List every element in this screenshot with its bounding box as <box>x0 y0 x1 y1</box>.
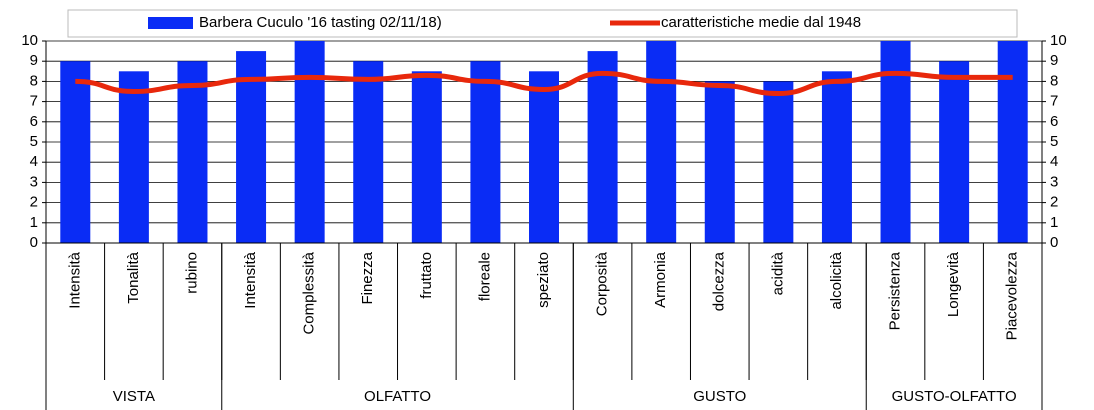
y2-tick-label: 3 <box>1050 173 1058 190</box>
y-tick-label: 1 <box>30 214 38 231</box>
y-tick-label: 5 <box>30 133 38 150</box>
bar <box>294 41 325 243</box>
y-tick-label: 2 <box>30 194 38 211</box>
y2-tick-label: 9 <box>1050 52 1058 69</box>
y2-tick-label: 7 <box>1050 93 1058 110</box>
x-tick-label: Finezza <box>359 251 376 304</box>
y2-tick-label: 0 <box>1050 234 1058 251</box>
bar <box>939 61 970 244</box>
x-tick-label: Persistenza <box>886 251 903 330</box>
line <box>75 70 1013 97</box>
group-label: GUSTO-OLFATTO <box>892 388 1017 405</box>
bar <box>60 61 91 244</box>
x-tick-label: Tonalità <box>125 251 142 303</box>
y2-tick-label: 1 <box>1050 214 1058 231</box>
y-tick-label: 3 <box>30 173 38 190</box>
y-tick-label: 4 <box>30 153 38 170</box>
y2-tick-label: 2 <box>1050 194 1058 211</box>
legend-label: Barbera Cuculo '16 tasting 02/11/18) <box>199 14 442 31</box>
x-tick-label: Longevità <box>945 251 962 317</box>
y2-tick-label: 8 <box>1050 72 1058 89</box>
x-tick-label: Intensità <box>66 251 83 308</box>
x-tick-label: acidità <box>769 251 786 295</box>
bar <box>704 81 735 244</box>
bar <box>118 71 149 243</box>
y2-tick-label: 10 <box>1050 32 1067 49</box>
bar <box>646 41 677 243</box>
y2-tick-label: 4 <box>1050 153 1058 170</box>
bar <box>587 51 618 243</box>
bar <box>411 71 442 243</box>
bar <box>353 61 384 244</box>
bar <box>529 71 559 243</box>
bar <box>997 41 1028 243</box>
y-tick-label: 0 <box>30 234 38 251</box>
bar <box>763 81 794 244</box>
legend-swatch <box>148 17 193 29</box>
x-tick-label: rubino <box>183 252 200 294</box>
y-tick-label: 10 <box>21 32 38 49</box>
x-tick-label: alcolicità <box>828 251 845 309</box>
x-tick-label: Complessità <box>301 251 318 334</box>
group-label: GUSTO <box>693 388 746 405</box>
x-tick-label: speziato <box>535 252 552 308</box>
x-tick-label: Corposità <box>594 251 611 316</box>
bar <box>470 61 501 244</box>
bar <box>177 61 208 244</box>
x-tick-label: Intensità <box>242 251 259 308</box>
x-tick-label: dolcezza <box>711 251 728 311</box>
legend-box <box>67 9 1018 38</box>
bar <box>236 51 267 243</box>
legend-label: caratteristiche medie dal 1948 <box>661 14 861 31</box>
y2-tick-label: 6 <box>1050 113 1058 130</box>
x-tick-label: fruttato <box>418 252 435 299</box>
x-tick-label: floreale <box>476 252 493 301</box>
y-tick-label: 7 <box>30 93 38 110</box>
group-label: OLFATTO <box>364 388 431 405</box>
x-tick-label: Armonia <box>652 251 669 308</box>
x-tick-label: Piacevolezza <box>1004 251 1021 340</box>
group-label: VISTA <box>113 388 155 405</box>
y-tick-label: 8 <box>30 72 38 89</box>
y-tick-label: 9 <box>30 52 38 69</box>
y-tick-label: 6 <box>30 113 38 130</box>
bar <box>821 71 852 243</box>
y2-tick-label: 5 <box>1050 133 1058 150</box>
